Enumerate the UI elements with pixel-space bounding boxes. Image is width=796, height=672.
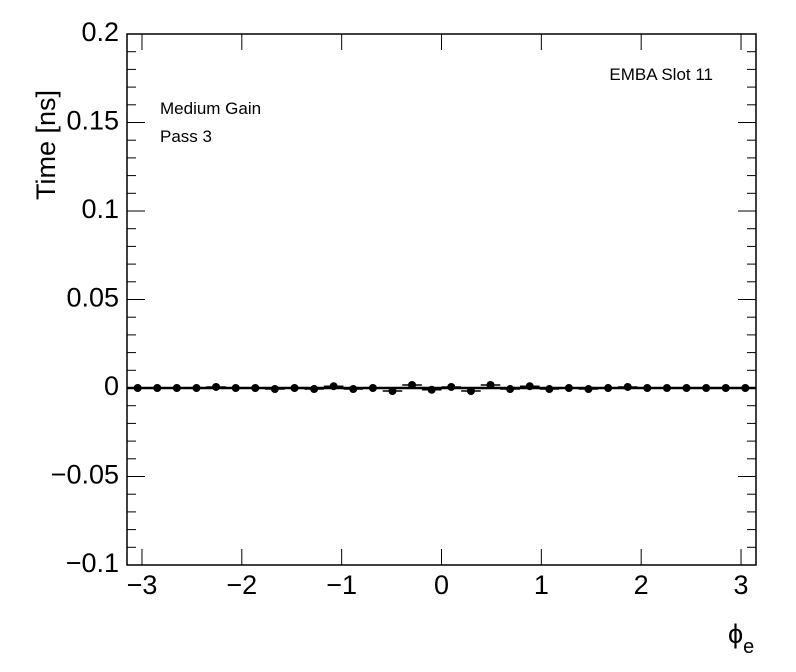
data-point — [172, 384, 181, 392]
y-tick-label: 0 — [104, 371, 119, 401]
data-point — [368, 384, 377, 392]
data-point — [270, 385, 279, 394]
x-tick-label: 2 — [634, 570, 649, 600]
data-point — [545, 385, 554, 394]
data-point — [604, 384, 613, 392]
data-point — [427, 385, 436, 394]
data-point — [721, 384, 730, 392]
x-axis-label: ϕe — [728, 619, 754, 658]
data-point — [506, 385, 515, 394]
x-tick-label: 3 — [734, 570, 749, 600]
x-tick-label: −1 — [326, 570, 357, 600]
x-tick-label: 1 — [534, 570, 549, 600]
x-tick-label: 0 — [434, 570, 449, 600]
data-point — [349, 385, 358, 394]
data-point — [741, 384, 750, 392]
data-point — [212, 382, 221, 391]
data-point — [388, 387, 397, 396]
data-point — [486, 380, 495, 389]
y-tick-label: 0.15 — [66, 106, 119, 136]
x-label-symbol: ϕ — [728, 619, 743, 649]
annotation: Medium Gain — [160, 99, 261, 118]
y-axis-label: Time [ns] — [31, 90, 61, 200]
y-tick-label: 0.1 — [81, 194, 119, 224]
data-point — [525, 382, 534, 391]
data-point — [408, 380, 417, 389]
data-point — [682, 384, 691, 392]
annotation: EMBA Slot 11 — [609, 65, 713, 84]
data-point — [702, 384, 711, 392]
data-point — [447, 382, 456, 391]
y-tick-label: 0.05 — [66, 283, 119, 313]
data-point — [564, 384, 573, 392]
data-point — [231, 384, 240, 392]
data-point — [643, 384, 652, 392]
data-point — [133, 384, 142, 392]
data-point — [623, 382, 632, 391]
data-point — [251, 384, 260, 392]
y-tick-label: −0.05 — [51, 460, 119, 490]
data-point — [192, 384, 201, 392]
data-point — [466, 387, 475, 396]
data-point — [329, 382, 338, 391]
data-point — [584, 385, 593, 394]
y-tick-label: 0.2 — [81, 17, 119, 47]
x-label-subscript: e — [743, 636, 754, 658]
x-tick-label: −3 — [127, 570, 158, 600]
data-point — [662, 384, 671, 392]
x-tick-label: −2 — [226, 570, 257, 600]
data-point — [153, 384, 162, 392]
y-tick-label: −0.1 — [66, 548, 119, 578]
data-point — [290, 384, 299, 392]
data-point — [310, 385, 319, 394]
annotation: Pass 3 — [160, 127, 212, 146]
